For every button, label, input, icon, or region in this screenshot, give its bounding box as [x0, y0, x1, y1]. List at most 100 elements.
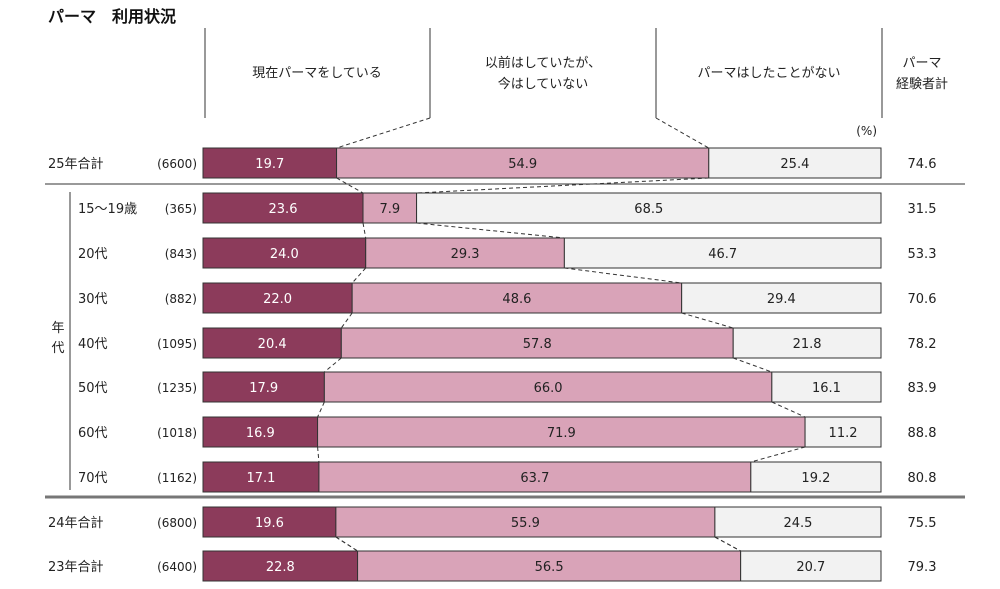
connector-line [317, 401, 325, 418]
bar-segment-2 [351, 282, 683, 314]
row-sample-size: (6600) [157, 157, 197, 171]
row-label: 50代 [78, 381, 108, 396]
bar-segment-1 [202, 461, 320, 493]
row-label: 24年合計 [48, 515, 104, 531]
row-label: 15～19歳 [78, 202, 137, 217]
row-total: 75.5 [908, 516, 937, 531]
row-sample-size: (1095) [157, 337, 197, 351]
bar-segment-1 [202, 371, 325, 403]
bar-segment-3 [563, 237, 882, 269]
data-label: 63.7 [520, 471, 549, 486]
row-label: 30代 [78, 292, 108, 307]
data-label: 57.8 [523, 337, 552, 352]
bar-segment-2 [357, 550, 742, 582]
connector-line [750, 446, 806, 463]
connector-line [351, 267, 367, 284]
data-label: 20.7 [796, 560, 825, 575]
row-total: 78.2 [908, 337, 937, 352]
connector-line [771, 401, 806, 418]
column-header-total-line1: パーマ [902, 56, 941, 71]
column-header-current: 現在パーマをしている [252, 66, 382, 81]
data-label: 19.6 [255, 516, 284, 531]
data-label: 29.4 [767, 292, 796, 307]
bar-segment-3 [681, 282, 882, 314]
row-total: 88.8 [908, 426, 937, 441]
connector-line [416, 222, 565, 239]
bar-segment-1 [202, 550, 359, 582]
row-sample-size: (1018) [157, 426, 197, 440]
row-total: 70.6 [908, 292, 937, 307]
row-sample-size: (6800) [157, 516, 197, 530]
data-label: 46.7 [708, 247, 737, 262]
data-label: 19.2 [801, 471, 830, 486]
data-label: 23.6 [269, 202, 298, 217]
data-label: 16.9 [246, 426, 275, 441]
connector-line [335, 536, 358, 552]
data-label: 22.0 [263, 292, 292, 307]
bar-segment-2 [335, 506, 716, 538]
data-label: 48.6 [502, 292, 531, 307]
data-label: 54.9 [508, 157, 537, 172]
bar-segment-2 [323, 371, 773, 403]
bar-segment-3 [740, 550, 882, 582]
data-label: 66.0 [534, 381, 563, 396]
row-label: 20代 [78, 247, 108, 262]
connector-line [336, 177, 364, 194]
bar-segment-2 [336, 147, 710, 179]
unit-label: (%) [856, 124, 877, 138]
row-label: 40代 [78, 337, 108, 352]
connector-line [733, 357, 773, 373]
data-label: 24.5 [783, 516, 812, 531]
connector-line [681, 312, 734, 329]
row-total: 74.6 [908, 157, 937, 172]
data-label: 19.7 [255, 157, 284, 172]
row-sample-size: (6400) [157, 560, 197, 574]
chart-title: パーマ 利用状況 [48, 7, 176, 26]
header-connector-line [336, 117, 431, 149]
row-sample-size: (843) [165, 247, 197, 261]
data-label: 11.2 [829, 426, 858, 441]
row-label: 70代 [78, 471, 108, 486]
data-label: 55.9 [511, 516, 540, 531]
data-label: 16.1 [812, 381, 841, 396]
data-label: 68.5 [634, 202, 663, 217]
age-group-label-char1: 年 [51, 321, 64, 336]
bar-segment-1 [202, 147, 338, 179]
bar-segment-1 [202, 192, 364, 224]
data-label: 25.4 [780, 157, 809, 172]
bar-segment-3 [732, 327, 882, 359]
connector-line [317, 446, 320, 463]
connector-line [340, 312, 353, 329]
data-label: 22.8 [266, 560, 295, 575]
connector-line [324, 357, 342, 373]
bar-segment-2 [317, 416, 806, 448]
header-connector-line [655, 117, 710, 149]
row-sample-size: (882) [165, 292, 197, 306]
data-label: 29.3 [451, 247, 480, 262]
data-label: 20.4 [258, 337, 287, 352]
data-label: 17.9 [249, 381, 278, 396]
bar-segment-3 [714, 506, 882, 538]
bar-segment-3 [708, 147, 882, 179]
data-label: 71.9 [547, 426, 576, 441]
connector-line [362, 222, 367, 239]
bar-segment-1 [202, 327, 342, 359]
bar-segment-2 [362, 192, 418, 224]
connector-line [564, 267, 682, 284]
bar-segment-1 [202, 506, 337, 538]
bar-segment-1 [202, 416, 319, 448]
data-label: 17.1 [246, 471, 275, 486]
bar-segment-3 [804, 416, 882, 448]
column-header-past-line1: 以前はしていたが、 [485, 55, 601, 71]
connector-line [416, 177, 709, 194]
row-sample-size: (1162) [157, 471, 197, 485]
bar-segment-3 [771, 371, 882, 403]
row-label: 25年合計 [48, 156, 104, 172]
column-header-never: パーマはしたことがない [697, 66, 840, 81]
age-group-label-char2: 代 [51, 341, 64, 356]
row-total: 79.3 [908, 560, 937, 575]
bar-segment-3 [416, 192, 882, 224]
data-label: 7.9 [379, 202, 400, 217]
column-header-total-line2: 経験者計 [896, 76, 948, 92]
